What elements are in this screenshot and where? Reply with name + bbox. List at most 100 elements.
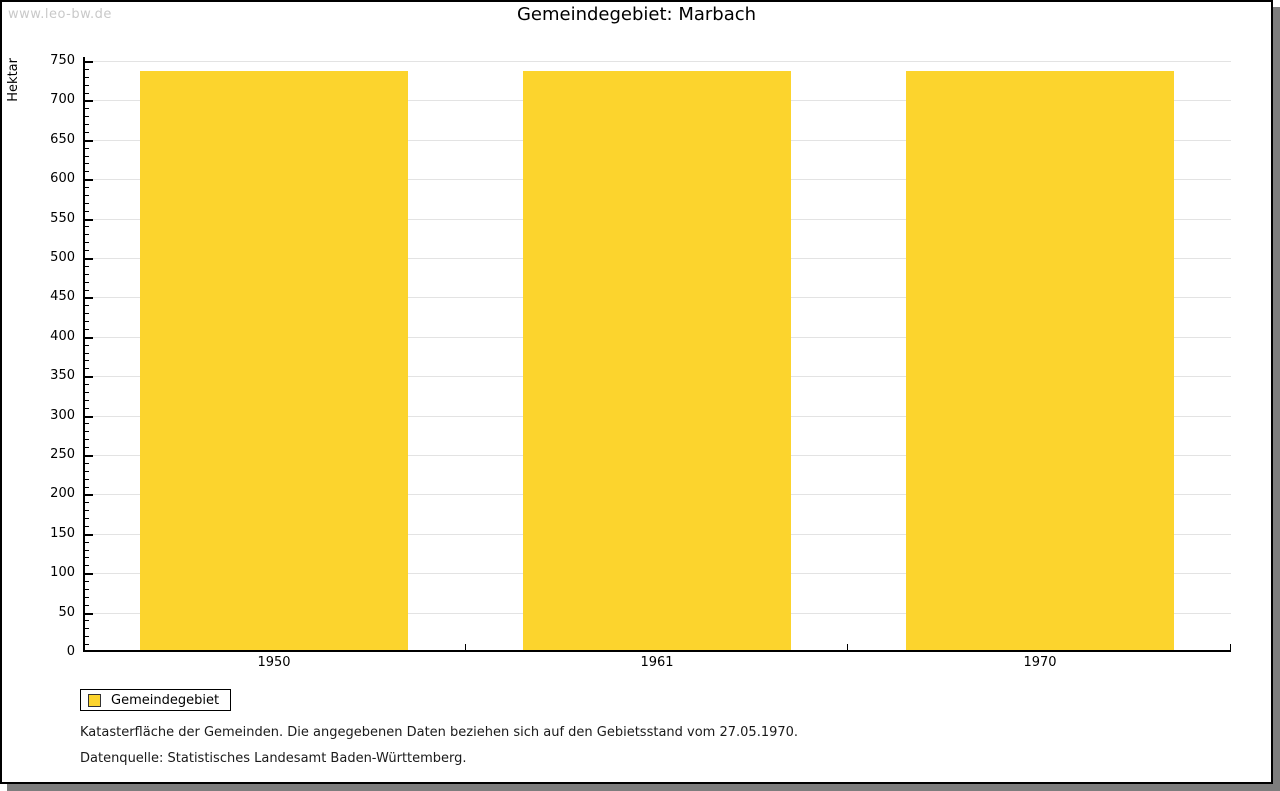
x-tick-label: 1950 [257, 655, 291, 670]
y-minor-tick [85, 305, 89, 307]
y-minor-tick [85, 344, 89, 346]
y-minor-tick [85, 391, 89, 393]
y-minor-tick [85, 116, 89, 118]
y-tick-label: 0 [66, 644, 75, 659]
footnote-text: Katasterfläche der Gemeinden. Die angege… [80, 725, 799, 740]
y-minor-tick [85, 202, 89, 204]
x-tick [465, 644, 466, 650]
y-minor-tick [85, 407, 89, 409]
y-minor-tick [85, 187, 89, 189]
y-major-tick [85, 455, 93, 457]
y-minor-tick [85, 163, 89, 165]
y-minor-tick [85, 423, 89, 425]
y-minor-tick [85, 289, 89, 291]
y-major-tick [85, 61, 93, 63]
y-axis-label: Hektar [6, 58, 21, 102]
y-major-tick [85, 139, 93, 142]
y-major-tick [85, 494, 93, 497]
y-minor-tick [85, 447, 89, 449]
y-major-tick [85, 297, 93, 300]
y-minor-tick [85, 273, 89, 275]
y-minor-tick [85, 210, 89, 212]
y-major-tick [85, 533, 93, 536]
data-source-text: Datenquelle: Statistisches Landesamt Bad… [80, 751, 467, 766]
x-axis [83, 650, 1231, 652]
y-minor-tick [85, 557, 89, 559]
bar-1970 [906, 71, 1174, 650]
y-minor-tick [85, 478, 89, 480]
x-tick-label: 1961 [640, 655, 674, 670]
y-minor-tick [85, 360, 89, 362]
legend-label: Gemeindegebiet [111, 692, 220, 708]
y-minor-tick [85, 462, 89, 464]
y-minor-tick [85, 510, 89, 512]
y-minor-tick [85, 328, 89, 330]
y-minor-tick [85, 226, 89, 228]
y-minor-tick [85, 147, 89, 149]
y-major-tick [85, 573, 93, 576]
y-major-tick [85, 376, 93, 379]
y-tick-label: 500 [50, 250, 75, 265]
y-minor-tick [85, 108, 89, 110]
legend: Gemeindegebiet [80, 689, 231, 711]
y-tick-label: 250 [50, 447, 75, 462]
y-minor-tick [85, 525, 89, 527]
y-major-tick [85, 336, 93, 339]
y-minor-tick [85, 620, 89, 622]
y-minor-tick [85, 68, 89, 70]
x-tick-label: 1970 [1023, 655, 1057, 670]
y-tick-label: 150 [50, 525, 75, 541]
y-tick-label: 50 [58, 604, 75, 620]
y-minor-tick [85, 565, 89, 567]
y-minor-tick [85, 502, 89, 504]
y-minor-tick [85, 281, 89, 283]
y-minor-tick [85, 155, 89, 157]
y-tick-label: 450 [50, 289, 75, 305]
chart-title: Gemeindegebiet: Marbach [516, 4, 757, 25]
y-minor-tick [85, 628, 89, 630]
y-minor-tick [85, 92, 89, 94]
y-tick-label: 100 [50, 565, 75, 581]
plot-area [83, 57, 1231, 652]
bar-1950 [140, 71, 408, 650]
y-tick-label: 350 [50, 368, 75, 384]
bar-1961 [523, 71, 791, 650]
y-tick-label: 700 [50, 92, 75, 108]
y-minor-tick [85, 321, 89, 323]
y-minor-tick [85, 234, 89, 236]
y-minor-tick [85, 84, 89, 86]
y-tick-label: 600 [50, 171, 75, 187]
y-minor-tick [85, 384, 89, 386]
y-minor-tick [85, 541, 89, 543]
y-tick-label: 650 [50, 131, 75, 147]
x-tick [847, 644, 848, 650]
y-major-tick [85, 612, 93, 615]
y-minor-tick [85, 431, 89, 433]
watermark: www.leo-bw.de [8, 7, 112, 22]
y-minor-tick [85, 124, 89, 126]
y-major-tick [85, 218, 93, 221]
y-axis [83, 57, 85, 652]
y-minor-tick [85, 171, 89, 173]
y-minor-tick [85, 76, 89, 78]
y-minor-tick [85, 352, 89, 354]
y-major-tick [85, 100, 93, 103]
y-tick-label: 200 [50, 486, 75, 502]
y-minor-tick [85, 644, 89, 646]
y-minor-tick [85, 439, 89, 441]
y-minor-tick [85, 604, 89, 606]
y-minor-tick [85, 250, 89, 252]
y-minor-tick [85, 596, 89, 598]
y-tick-label: 300 [50, 407, 75, 423]
legend-color-swatch [88, 693, 101, 707]
x-tick [1230, 644, 1231, 650]
y-tick-label: 550 [50, 210, 75, 226]
gridline-750 [83, 61, 1231, 62]
y-minor-tick [85, 549, 89, 551]
y-minor-tick [85, 131, 89, 133]
y-minor-tick [85, 194, 89, 196]
y-minor-tick [85, 313, 89, 315]
y-minor-tick [85, 486, 89, 488]
y-minor-tick [85, 368, 89, 370]
y-tick-label: 400 [50, 328, 75, 344]
